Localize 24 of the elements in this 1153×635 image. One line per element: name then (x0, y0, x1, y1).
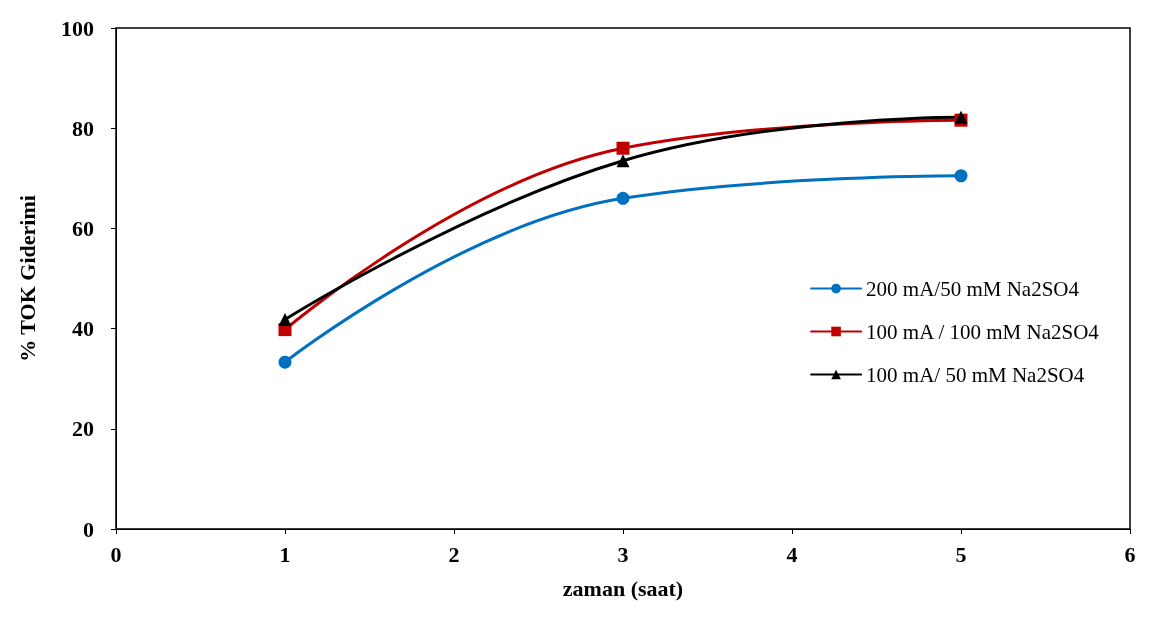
x-tick-label: 1 (279, 541, 291, 567)
x-tick-label: 0 (110, 541, 122, 567)
x-tick-label: 2 (448, 541, 460, 567)
y-tick-label: 60 (72, 215, 94, 241)
x-tick-label: 3 (617, 541, 629, 567)
x-tick-label: 6 (1124, 541, 1136, 567)
point (616, 154, 630, 168)
x-tick-label: 5 (955, 541, 967, 567)
y-tick-label: 40 (72, 316, 94, 342)
y-tick-label: 0 (83, 516, 94, 542)
legend-label: 200 mA/50 mM Na2SO4 (866, 276, 1080, 301)
legend-label: 100 mA / 100 mM Na2SO4 (866, 319, 1100, 344)
point (278, 313, 292, 327)
legend-label: 100 mA/ 50 mM Na2SO4 (866, 362, 1085, 387)
point (954, 169, 968, 183)
x-tick-label: 4 (786, 541, 798, 567)
y-tick-label: 20 (72, 416, 94, 442)
x-axis-title: zaman (saat) (562, 575, 684, 601)
point (616, 191, 630, 205)
point (616, 141, 630, 155)
y-axis-title: % TOK Giderimi (14, 195, 40, 362)
y-tick-label: 100 (61, 15, 94, 41)
y-tick-label: 80 (72, 115, 94, 141)
point (278, 355, 292, 369)
